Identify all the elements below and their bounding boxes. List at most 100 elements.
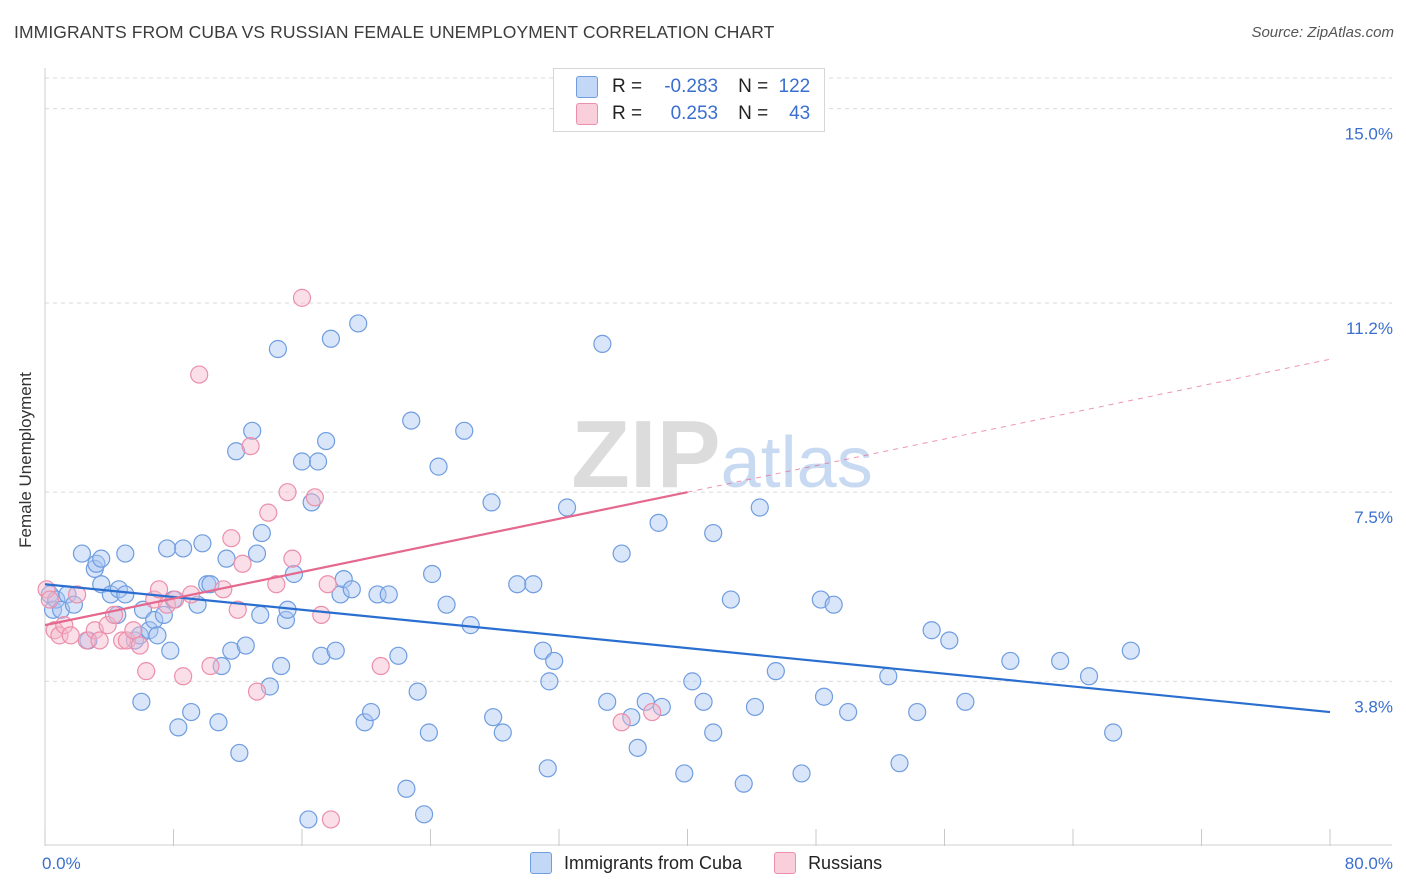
point-cuba bbox=[349, 314, 368, 333]
point-cuba bbox=[272, 656, 291, 676]
point-cuba bbox=[533, 641, 553, 660]
legend-r-label: R = bbox=[612, 103, 643, 124]
watermark: ZIPatlas bbox=[571, 401, 872, 508]
point-cuba bbox=[649, 513, 668, 532]
point-cuba bbox=[622, 708, 641, 727]
watermark-zip: ZIP bbox=[571, 401, 720, 508]
point-russians bbox=[321, 810, 341, 829]
point-cuba bbox=[704, 723, 723, 742]
point-russians bbox=[201, 656, 220, 676]
point-cuba bbox=[508, 575, 527, 594]
point-cuba bbox=[1104, 723, 1123, 742]
point-cuba bbox=[72, 544, 92, 563]
point-russians bbox=[371, 656, 390, 676]
point-cuba bbox=[694, 692, 713, 711]
legend-n-value: 43 bbox=[789, 103, 811, 124]
point-cuba bbox=[839, 702, 858, 722]
point-russians bbox=[247, 682, 267, 701]
series-swatch-cuba bbox=[530, 852, 552, 874]
point-russians bbox=[90, 631, 109, 650]
point-cuba bbox=[734, 774, 753, 793]
point-cuba bbox=[675, 764, 694, 783]
legend-n-value: 122 bbox=[778, 76, 811, 97]
series-cuba-points bbox=[40, 314, 1140, 829]
point-cuba bbox=[243, 421, 262, 440]
series-label-russians: Russians bbox=[808, 852, 883, 873]
trend-lines bbox=[44, 358, 1331, 714]
point-cuba bbox=[1121, 641, 1140, 660]
point-russians bbox=[112, 631, 132, 650]
point-cuba bbox=[292, 452, 312, 471]
point-russians bbox=[149, 580, 169, 599]
y-tick-label: 7.5% bbox=[1354, 508, 1393, 527]
point-cuba bbox=[538, 759, 557, 778]
point-russians bbox=[45, 621, 64, 640]
point-russians bbox=[174, 667, 193, 686]
point-cuba bbox=[524, 575, 543, 594]
point-cuba bbox=[312, 646, 331, 665]
point-cuba bbox=[379, 585, 398, 604]
y-tick-label: 3.8% bbox=[1354, 697, 1393, 716]
point-cuba bbox=[236, 636, 255, 655]
point-cuba bbox=[402, 411, 421, 430]
point-cuba bbox=[302, 493, 321, 512]
point-russians bbox=[305, 488, 324, 507]
point-cuba bbox=[174, 539, 193, 558]
legend-r-label: R = bbox=[612, 76, 643, 97]
axes bbox=[44, 68, 1392, 846]
point-russians bbox=[241, 437, 260, 456]
point-russians bbox=[312, 605, 331, 625]
x-tick-label-min: 0.0% bbox=[42, 854, 81, 873]
point-cuba bbox=[652, 697, 671, 717]
y-axis-label: Female Unemployment bbox=[16, 372, 35, 548]
point-cuba bbox=[745, 697, 765, 717]
point-cuba bbox=[704, 523, 723, 543]
point-cuba bbox=[636, 692, 655, 711]
point-cuba bbox=[308, 452, 328, 471]
point-cuba bbox=[193, 534, 212, 553]
legend-swatch-cuba bbox=[576, 76, 598, 98]
point-cuba bbox=[683, 672, 702, 691]
point-cuba bbox=[1051, 651, 1070, 671]
point-cuba bbox=[598, 692, 617, 711]
point-cuba bbox=[750, 498, 769, 517]
point-russians bbox=[61, 626, 80, 645]
legend-row-cuba: R = -0.283 N = 122 bbox=[576, 75, 810, 99]
point-cuba bbox=[484, 708, 503, 727]
point-cuba bbox=[612, 544, 631, 563]
point-russians bbox=[137, 662, 156, 681]
point-cuba bbox=[116, 585, 135, 604]
point-russians bbox=[68, 585, 87, 604]
point-cuba bbox=[148, 626, 167, 645]
point-russians bbox=[267, 575, 286, 594]
legend-r-value: -0.283 bbox=[664, 76, 719, 97]
point-russians bbox=[233, 554, 252, 573]
point-cuba bbox=[1079, 667, 1099, 686]
point-cuba bbox=[493, 723, 512, 742]
point-cuba bbox=[940, 631, 959, 650]
source-label: Source: ZipAtlas.com bbox=[1251, 24, 1394, 41]
point-cuba bbox=[922, 621, 941, 640]
point-cuba bbox=[326, 641, 345, 660]
trend-line-cuba bbox=[44, 583, 1331, 714]
point-cuba bbox=[824, 595, 843, 614]
point-cuba bbox=[956, 692, 975, 711]
point-cuba bbox=[132, 692, 151, 711]
x-tick-label-max: 80.0% bbox=[1345, 854, 1393, 873]
point-russians bbox=[40, 590, 59, 609]
point-cuba bbox=[299, 810, 318, 829]
point-russians bbox=[278, 483, 297, 502]
chart-title: IMMIGRANTS FROM CUBA VS RUSSIAN FEMALE U… bbox=[14, 22, 775, 42]
point-russians bbox=[643, 702, 662, 722]
point-cuba bbox=[482, 493, 501, 512]
point-cuba bbox=[316, 431, 336, 451]
point-cuba bbox=[251, 605, 270, 625]
point-cuba bbox=[879, 667, 898, 686]
point-russians bbox=[292, 288, 312, 307]
point-cuba bbox=[408, 682, 427, 701]
point-russians bbox=[190, 365, 209, 384]
point-cuba bbox=[890, 754, 909, 773]
legend-n-label: N = bbox=[738, 103, 769, 124]
point-cuba bbox=[161, 641, 180, 660]
point-cuba bbox=[540, 672, 559, 691]
